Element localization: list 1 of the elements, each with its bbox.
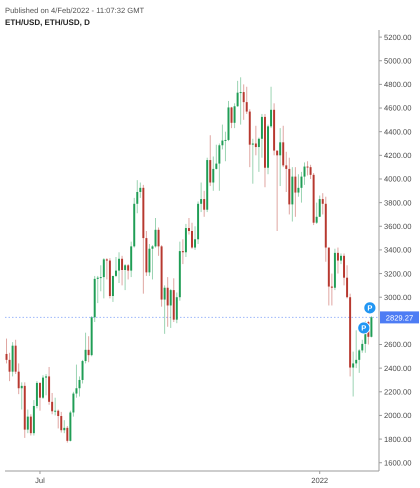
chart-title: ETH/USD, ETH/USD, D (5, 18, 90, 27)
